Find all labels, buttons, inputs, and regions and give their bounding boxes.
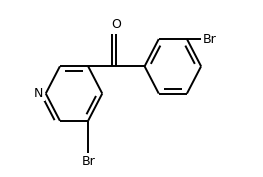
Text: O: O [112, 18, 121, 31]
Text: N: N [34, 87, 43, 100]
Text: Br: Br [203, 33, 217, 46]
Text: Br: Br [81, 155, 95, 169]
